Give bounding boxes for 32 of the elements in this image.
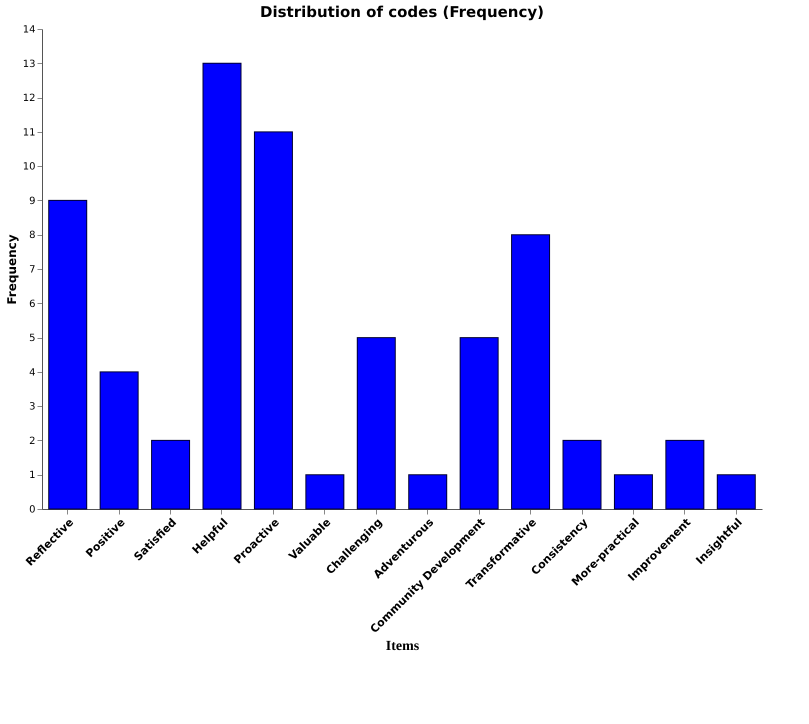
bar	[356, 337, 396, 510]
y-tick-label: 6	[29, 298, 36, 310]
bar	[151, 440, 190, 510]
bar	[254, 131, 293, 510]
bar	[511, 234, 550, 510]
y-tick-label: 11	[22, 127, 36, 138]
chart-title: Distribution of codes (Frequency)	[260, 3, 544, 21]
y-tick-label: 4	[29, 367, 36, 378]
y-tick-label: 10	[22, 162, 36, 173]
bar	[408, 474, 448, 510]
bar	[305, 474, 344, 510]
x-axis-title: Items	[386, 639, 420, 654]
y-tick-label: 0	[29, 504, 36, 516]
y-tick-label: 14	[22, 24, 36, 36]
y-tick-label: 13	[22, 58, 36, 70]
bar	[100, 371, 139, 510]
y-tick-label: 5	[29, 333, 36, 344]
y-tick-label: 8	[29, 230, 36, 242]
bar	[614, 474, 653, 510]
bar	[48, 200, 88, 510]
y-tick-label: 1	[29, 470, 36, 482]
y-tick-label: 12	[22, 93, 36, 104]
bar	[460, 337, 499, 510]
bar	[202, 62, 242, 510]
y-tick-label: 2	[29, 436, 36, 447]
bar	[665, 440, 704, 510]
y-tick-label: 3	[29, 402, 36, 413]
y-tick-label: 9	[29, 196, 36, 207]
bar	[716, 474, 756, 510]
bar	[562, 440, 602, 510]
y-tick-label: 7	[29, 264, 36, 276]
y-axis-title: Frequency	[4, 234, 19, 305]
